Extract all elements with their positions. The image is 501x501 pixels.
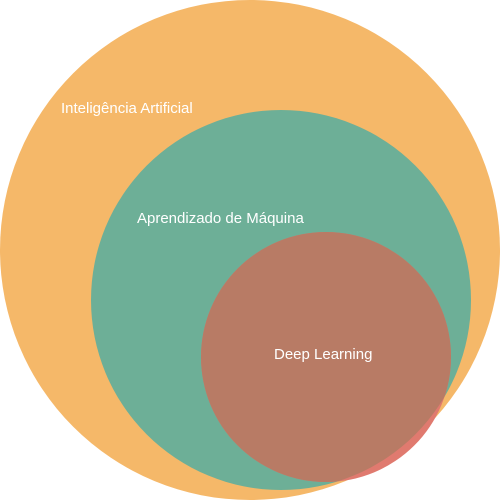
machine-learning-label: Aprendizado de Máquina <box>137 210 304 227</box>
deep-learning-circle <box>201 232 451 482</box>
artificial-intelligence-label: Inteligência Artificial <box>61 100 193 117</box>
deep-learning-label: Deep Learning <box>274 346 372 363</box>
